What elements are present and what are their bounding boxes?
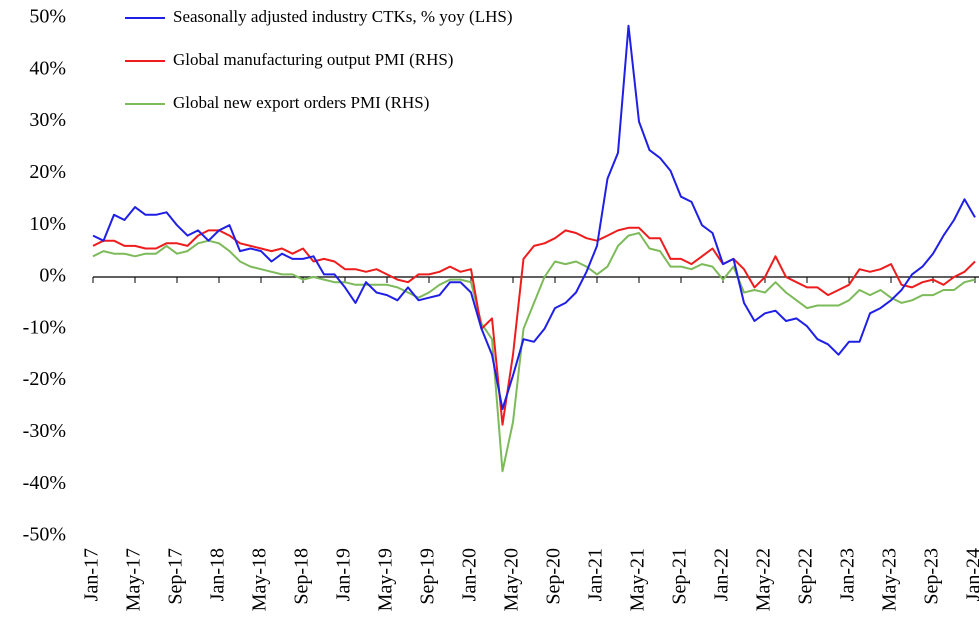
- x-tick-label: Sep-20: [543, 548, 565, 605]
- x-tick-label: May-20: [501, 548, 523, 611]
- legend-label: Global manufacturing output PMI (RHS): [173, 50, 453, 69]
- x-tick-label: Jan-18: [207, 548, 229, 601]
- y-tick-label: 40%: [29, 57, 66, 79]
- y-tick-label: -40%: [23, 472, 66, 494]
- x-tick-label: May-23: [879, 548, 901, 611]
- y-tick-label: 20%: [29, 161, 66, 183]
- x-tick-label: Sep-18: [291, 548, 313, 605]
- y-tick-label: 50%: [29, 6, 66, 28]
- x-tick-label: Jan-22: [711, 548, 733, 601]
- x-tick-label: Jan-19: [333, 548, 355, 601]
- x-tick-label: May-21: [627, 548, 649, 611]
- x-tick-label: Jan-17: [81, 548, 103, 601]
- y-tick-label: 10%: [29, 213, 66, 235]
- series-line: [92, 232, 976, 473]
- x-tick-label: May-17: [123, 548, 145, 611]
- x-tick-label: Jan-24: [963, 548, 979, 601]
- y-tick-label: -30%: [23, 420, 66, 442]
- x-tick-label: Jan-21: [585, 548, 607, 601]
- y-tick-label: 0%: [39, 265, 66, 287]
- x-tick-label: May-18: [249, 548, 271, 611]
- x-tick-label: Jan-23: [837, 548, 859, 601]
- x-tick-label: Sep-23: [921, 548, 943, 605]
- y-tick-label: -50%: [23, 524, 66, 546]
- x-tick-label: Sep-19: [417, 548, 439, 605]
- y-tick-label: -20%: [23, 368, 66, 390]
- x-tick-label: May-19: [375, 548, 397, 611]
- series-line: [92, 226, 976, 426]
- series-line: [92, 24, 976, 411]
- legend-label: Seasonally adjusted industry CTKs, % yoy…: [173, 7, 513, 26]
- x-tick-label: Sep-17: [165, 548, 187, 605]
- x-tick-label: May-22: [753, 548, 775, 611]
- x-tick-label: Sep-21: [669, 548, 691, 605]
- legend-label: Global new export orders PMI (RHS): [173, 93, 429, 112]
- x-tick-label: Jan-20: [459, 548, 481, 601]
- y-tick-label: -10%: [23, 316, 66, 338]
- y-tick-label: 30%: [29, 109, 66, 131]
- x-tick-label: Sep-22: [795, 548, 817, 605]
